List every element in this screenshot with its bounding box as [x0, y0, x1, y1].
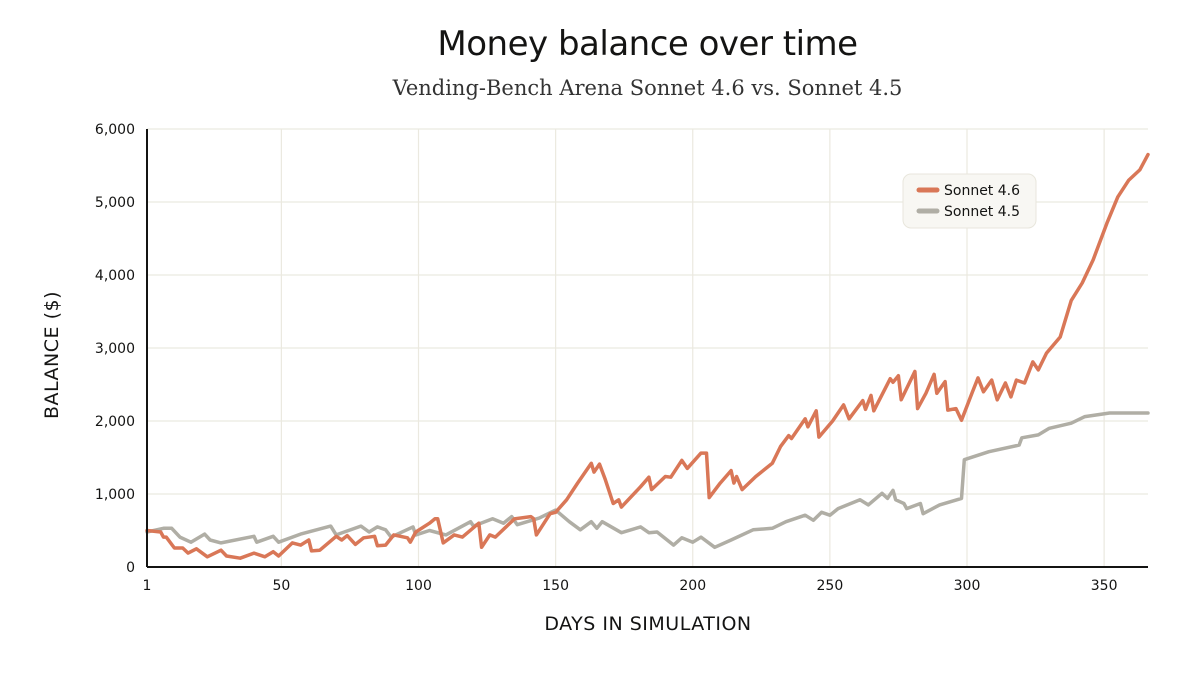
y-tick-label: 4,000 [95, 268, 135, 284]
y-axis-label: BALANCE ($) [41, 291, 63, 419]
y-tick-label: 1,000 [95, 487, 135, 503]
series-lines [145, 152, 1150, 560]
legend: Sonnet 4.6 Sonnet 4.5 [902, 173, 1037, 229]
x-tick-label: 350 [1091, 578, 1118, 594]
y-tick-label: 2,000 [95, 414, 135, 430]
x-axis-label: DAYS IN SIMULATION [544, 613, 751, 635]
x-tick-label: 200 [679, 578, 706, 594]
legend-label-sonnet-4-5: Sonnet 4.5 [944, 204, 1020, 220]
x-tick-label: 250 [817, 578, 844, 594]
grid [147, 128, 1148, 567]
y-tick-label: 5,000 [95, 195, 135, 211]
chart-subtitle: Vending-Bench Arena Sonnet 4.6 vs. Sonne… [392, 76, 903, 100]
x-tick-label: 100 [405, 578, 432, 594]
y-tick-label: 3,000 [95, 341, 135, 357]
x-tick-label: 50 [272, 578, 290, 594]
x-tick-label: 150 [542, 578, 569, 594]
series-line-sonnet-4-6 [145, 152, 1150, 560]
x-tick-label: 300 [954, 578, 981, 594]
chart-title: Money balance over time [437, 24, 858, 64]
axes [146, 129, 1148, 568]
y-tick-label: 6,000 [95, 122, 135, 138]
legend-label-sonnet-4-6: Sonnet 4.6 [944, 183, 1020, 199]
series-line-sonnet-4-5 [145, 411, 1150, 550]
y-tick-label: 0 [126, 560, 135, 576]
x-tick-label: 1 [143, 578, 152, 594]
